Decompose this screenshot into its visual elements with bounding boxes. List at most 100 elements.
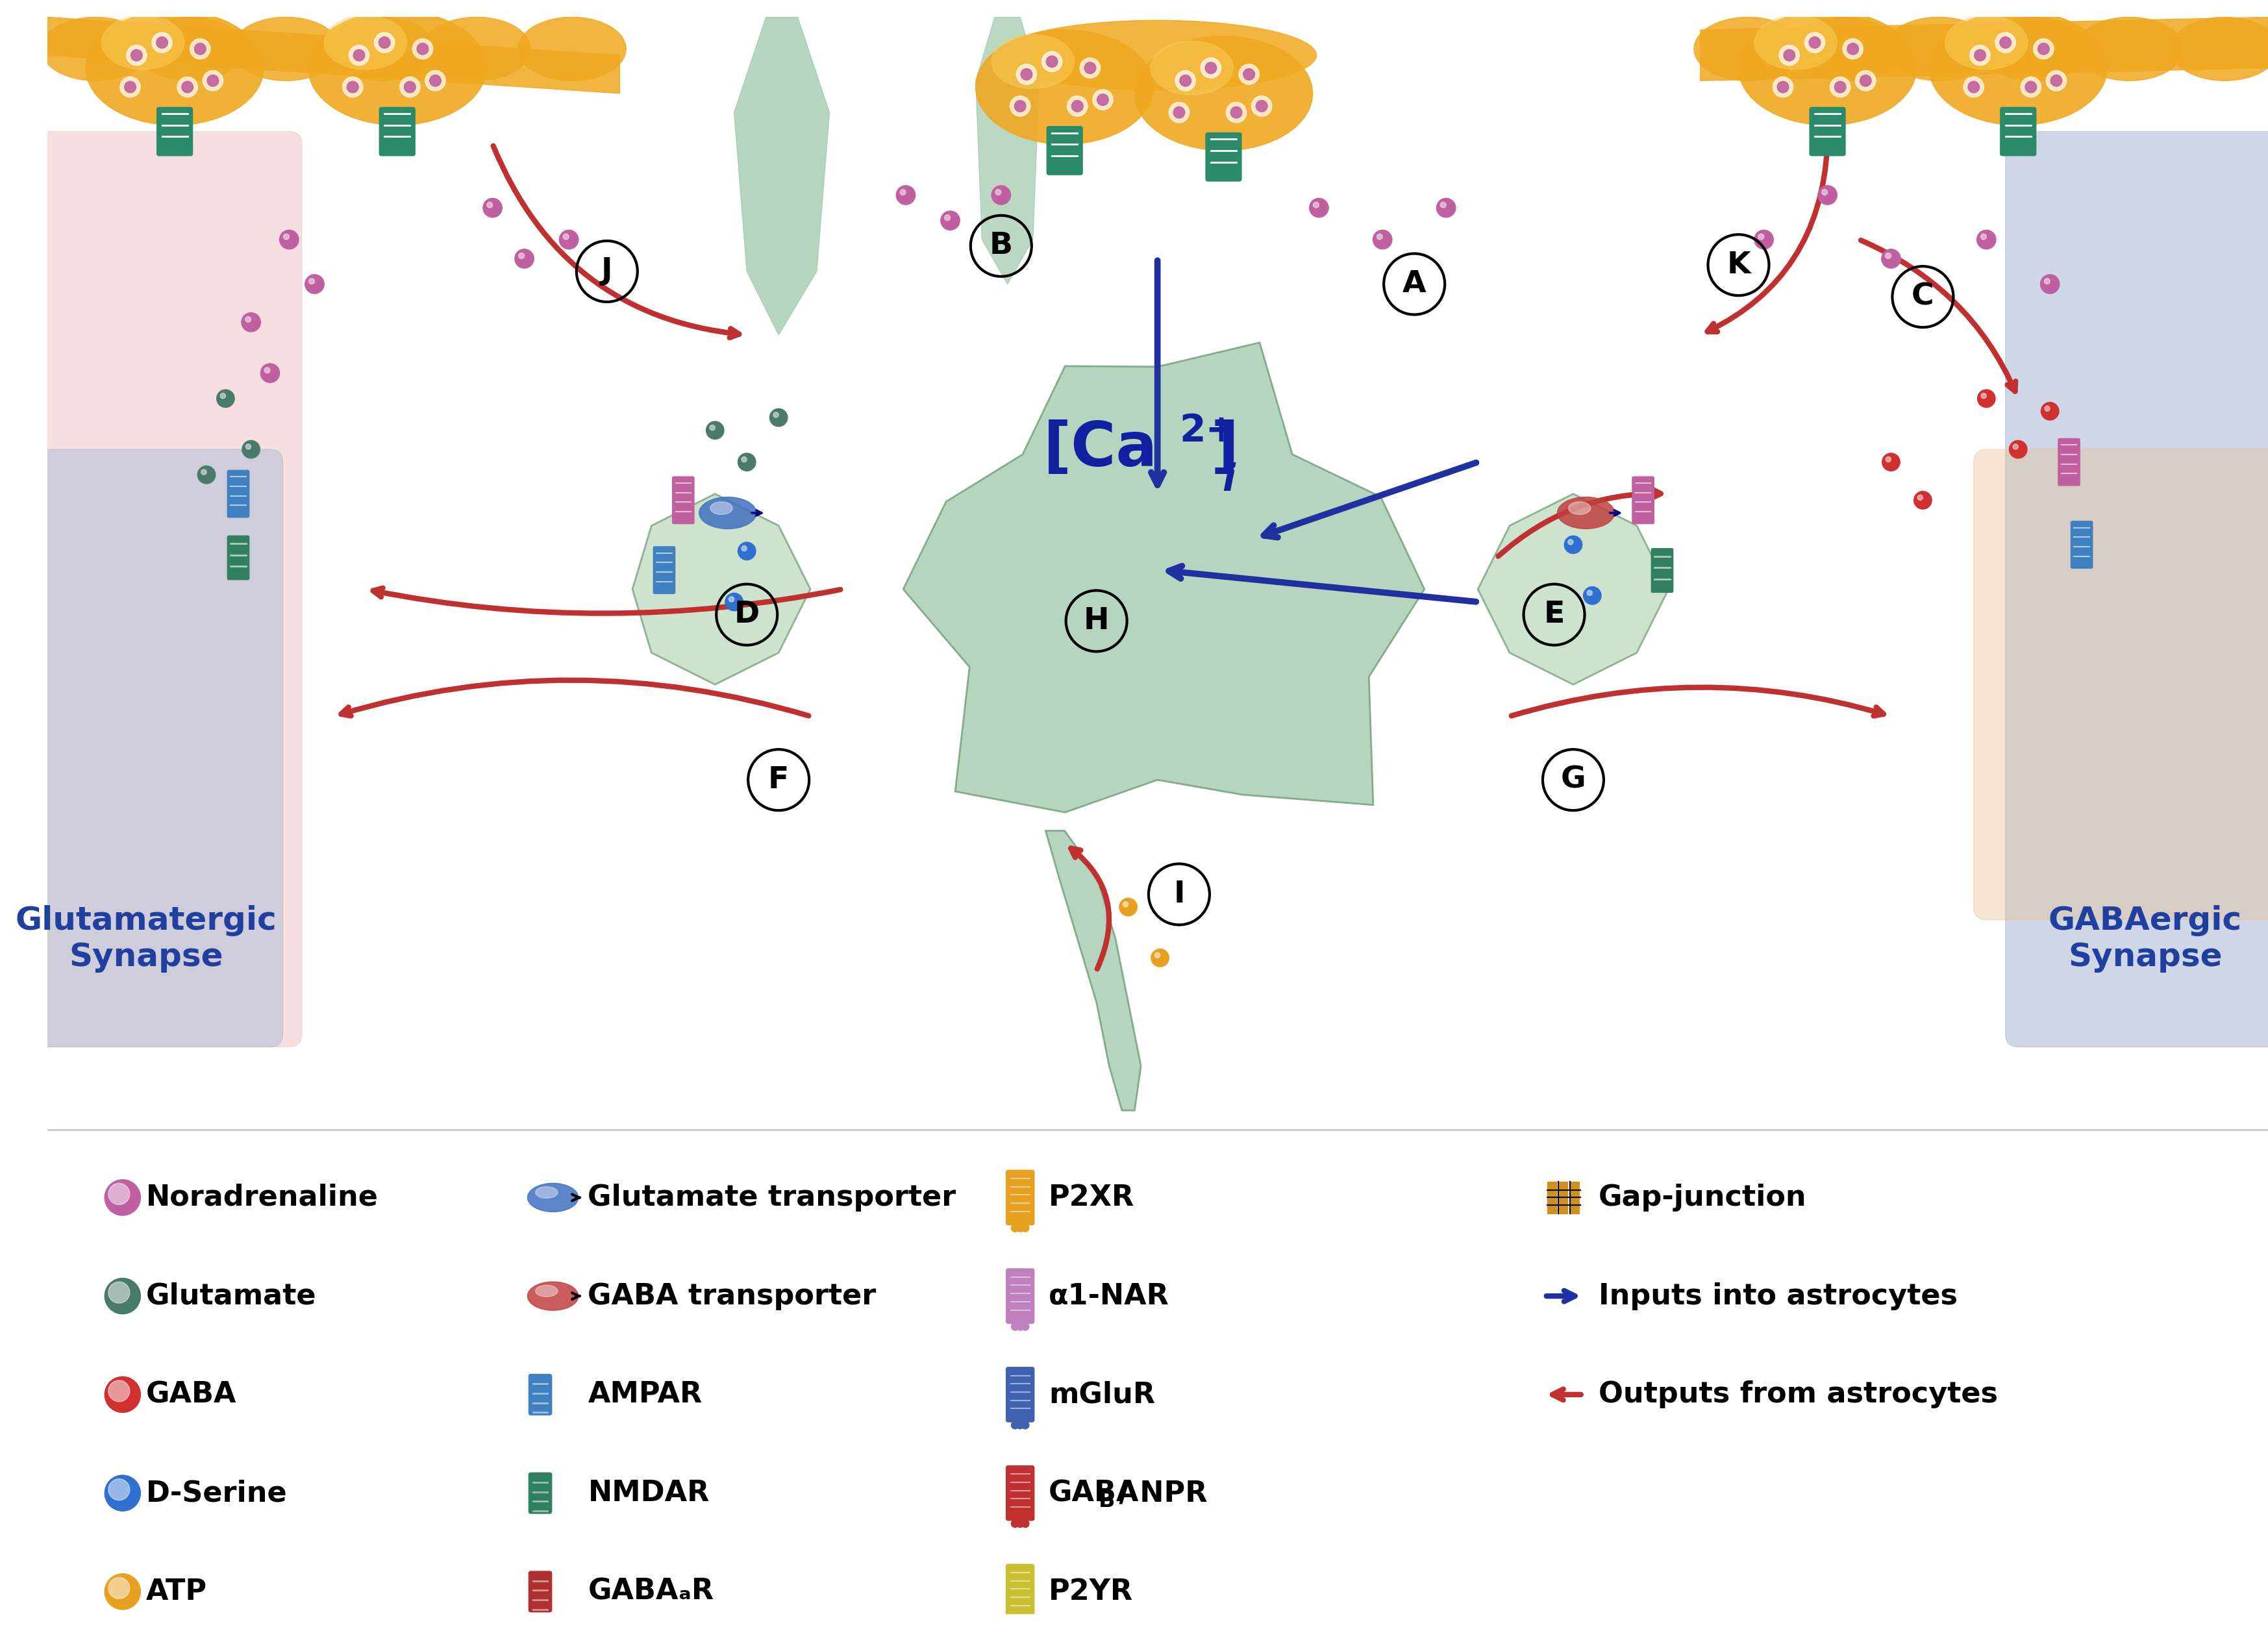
Circle shape [1377,233,1383,240]
Polygon shape [48,16,619,93]
Ellipse shape [1012,1520,1018,1528]
FancyBboxPatch shape [671,476,694,524]
Circle shape [245,316,252,323]
Text: Noradrenaline: Noradrenaline [145,1184,379,1212]
Circle shape [265,367,270,373]
FancyBboxPatch shape [34,450,284,1047]
Circle shape [1783,49,1794,60]
FancyBboxPatch shape [1007,1466,1034,1520]
Text: α1-NAR: α1-NAR [1048,1282,1170,1310]
Circle shape [342,77,363,98]
Circle shape [429,75,440,86]
Circle shape [1821,189,1828,196]
Ellipse shape [1694,16,1803,80]
Ellipse shape [535,1285,558,1297]
Ellipse shape [327,16,435,80]
FancyBboxPatch shape [653,546,676,594]
Circle shape [515,250,533,267]
Circle shape [104,1377,141,1412]
Circle shape [424,70,445,91]
Text: K: K [1726,251,1751,279]
FancyBboxPatch shape [528,1375,551,1416]
Circle shape [104,1279,141,1315]
Bar [1558,1181,1567,1213]
Text: GABA transporter: GABA transporter [587,1282,875,1310]
Ellipse shape [1134,36,1313,150]
Circle shape [243,440,261,458]
Text: P2XR: P2XR [1048,1184,1134,1212]
Circle shape [1009,96,1030,116]
Circle shape [1810,38,1821,49]
Circle shape [195,42,206,54]
Text: H: H [1084,607,1109,636]
Circle shape [1154,953,1159,957]
Circle shape [1046,55,1057,67]
Text: GABA: GABA [145,1380,236,1409]
FancyBboxPatch shape [2059,439,2080,486]
Circle shape [1969,82,1980,93]
Circle shape [1084,62,1095,73]
Text: I: I [1173,879,1184,908]
Ellipse shape [109,1577,129,1598]
FancyBboxPatch shape [1633,476,1653,524]
Ellipse shape [1021,1520,1030,1528]
Circle shape [1583,587,1601,605]
Ellipse shape [1021,1618,1030,1626]
Circle shape [206,75,218,86]
Circle shape [104,1179,141,1215]
Circle shape [279,230,299,250]
Ellipse shape [1021,1421,1030,1429]
Ellipse shape [104,1179,141,1215]
Circle shape [1068,96,1089,116]
Circle shape [1996,33,2016,52]
Circle shape [710,426,714,431]
Circle shape [1882,250,1901,267]
Circle shape [996,189,1000,196]
Ellipse shape [1885,16,1994,80]
Circle shape [177,77,197,98]
FancyBboxPatch shape [1810,108,1846,155]
Ellipse shape [102,16,184,70]
Circle shape [304,274,324,294]
Polygon shape [975,16,1039,284]
Circle shape [197,466,215,484]
Ellipse shape [422,16,531,80]
Circle shape [1436,199,1456,217]
Ellipse shape [109,1479,129,1501]
FancyBboxPatch shape [1973,450,2268,920]
Ellipse shape [699,497,755,528]
Ellipse shape [1789,16,1898,80]
Circle shape [1123,902,1127,907]
Text: E: E [1545,600,1565,630]
Circle shape [2034,39,2055,59]
Text: Outputs from astrocytes: Outputs from astrocytes [1599,1380,1998,1409]
Circle shape [562,233,569,240]
Ellipse shape [528,1182,578,1212]
Text: A: A [1402,269,1427,298]
Ellipse shape [86,11,263,126]
Circle shape [737,541,755,559]
Text: 2+: 2+ [1179,413,1236,450]
Ellipse shape [1021,1225,1030,1231]
FancyBboxPatch shape [34,132,302,1047]
Circle shape [1073,101,1084,113]
Circle shape [705,421,723,439]
Circle shape [2000,38,2012,49]
Circle shape [1120,899,1136,917]
Circle shape [413,39,433,59]
Circle shape [1978,390,1996,408]
Circle shape [1041,52,1061,72]
Ellipse shape [1016,1323,1023,1331]
Circle shape [2025,82,2037,93]
Ellipse shape [1016,1225,1023,1231]
Circle shape [1980,233,1987,240]
Text: G: G [1560,765,1585,794]
Circle shape [181,82,193,93]
Ellipse shape [324,16,406,70]
FancyBboxPatch shape [2005,132,2268,1047]
Ellipse shape [136,16,245,80]
Circle shape [483,199,501,217]
Text: F: F [769,765,789,794]
Circle shape [726,594,744,612]
Circle shape [896,186,916,204]
